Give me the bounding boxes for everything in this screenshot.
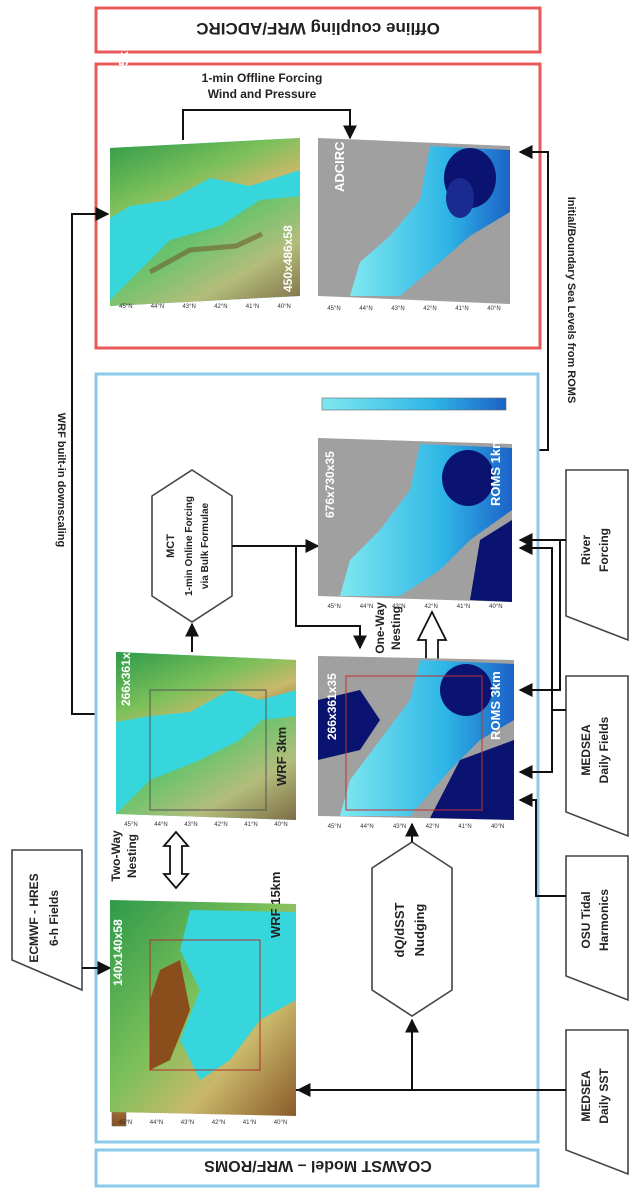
input-river: River Forcing — [565, 469, 629, 642]
map-wrf-15km-label: WRF 15km — [268, 872, 283, 938]
one-way-line2: Nesting — [389, 606, 403, 650]
lat-tick-wrf-15km: 43°N — [181, 1120, 194, 1126]
lat-tick-wrf-15km: 45°N — [119, 1120, 132, 1126]
river-to-roms3-arrow — [518, 540, 561, 697]
map-wrf-3km: WRF 3km 266x361x58 — [116, 639, 296, 820]
lat-tick-adcirc: 40°N — [487, 306, 500, 312]
coawst-title-box — [94, 1148, 540, 1188]
lat-tick-roms-3km: 42°N — [426, 824, 439, 830]
mct-line3: via Bulk Formulae — [200, 502, 211, 589]
lat-tick-wrf-1.5km: 42°N — [214, 304, 227, 310]
medsea-fields-line2: Daily Fields — [597, 716, 611, 783]
map-wrf-3km-label: WRF 3km — [274, 727, 289, 786]
lat-tick-wrf-3km: 44°N — [154, 822, 167, 828]
medsea-fields-arrow — [518, 709, 566, 779]
lat-tick-roms-3km: 43°N — [393, 824, 406, 830]
osu-line1: OSU Tidal — [579, 891, 593, 948]
offline-forcing-arrow — [182, 109, 357, 140]
offline-forcing-line2: Wind and Pressure — [208, 87, 317, 101]
offline-title: Offline coupling WRF/ADCIRC — [196, 19, 440, 38]
lat-tick-roms-1km: 45°N — [327, 604, 340, 610]
osu-line2: Harmonics — [597, 889, 611, 951]
ecmwf-line2: 6-h Fields — [47, 890, 61, 946]
map-adcirc-label: ADCIRC — [332, 141, 347, 192]
lat-tick-wrf-1.5km: 40°N — [277, 304, 290, 310]
lat-tick-adcirc: 45°N — [327, 306, 340, 312]
mct-line2: 1-min Online Forcing — [184, 496, 195, 596]
downscaling-label: WRF built-in downscaling — [55, 413, 67, 547]
offline-title-box — [94, 6, 542, 54]
boundary-label: Initial/Boundary Sea Levels from ROMS — [565, 197, 577, 404]
map-adcirc: ADCIRC — [318, 138, 510, 304]
map-wrf-3km-grid: 266x361x58 — [119, 639, 133, 706]
map-roms-1km-label: ROMS 1km — [488, 437, 503, 506]
ecmwf-line1: ECMWF - HRES — [27, 873, 41, 962]
lat-tick-roms-3km: 45°N — [328, 824, 341, 830]
map-roms-3km-label: ROMS 3km — [488, 671, 503, 740]
map-wrf-1.5km-label: WRF 1.5km — [116, 40, 131, 110]
lat-tick-adcirc: 44°N — [359, 306, 372, 312]
lat-tick-roms-3km: 41°N — [458, 824, 471, 830]
medsea-sst-line2: Daily SST — [597, 1068, 611, 1124]
map-wrf-1.5km-grid: 450x486x58 — [281, 225, 295, 292]
sea-colorbar — [321, 397, 507, 411]
mct-box: MCT 1-min Online Forcing via Bulk Formul… — [151, 469, 233, 623]
lat-tick-adcirc: 43°N — [391, 306, 404, 312]
river-line1: River — [579, 535, 593, 565]
lat-tick-roms-1km: 43°N — [392, 604, 405, 610]
map-wrf-1.5km: WRF 1.5km 450x486x58 — [110, 40, 300, 306]
two-way-arrow — [162, 830, 190, 890]
offline-forcing-line1: 1-min Offline Forcing — [202, 71, 323, 85]
lat-tick-adcirc: 41°N — [455, 306, 468, 312]
lat-tick-wrf-3km: 45°N — [124, 822, 137, 828]
map-roms-3km-grid: 266x361x35 — [325, 673, 339, 740]
lat-tick-wrf-15km: 41°N — [243, 1120, 256, 1126]
lat-tick-wrf-3km: 40°N — [274, 822, 287, 828]
map-roms-1km-grid: 676x730x35 — [323, 451, 337, 518]
input-medsea-sst: MEDSEA Daily SST — [565, 1029, 629, 1176]
one-way-line1: One-Way — [373, 602, 387, 654]
lat-tick-wrf-3km: 42°N — [214, 822, 227, 828]
two-way-line2: Nesting — [125, 834, 139, 878]
coawst-title: COAWST Model – WRF/ROMS — [204, 1157, 432, 1174]
lat-tick-wrf-1.5km: 44°N — [151, 304, 164, 310]
lat-tick-roms-1km: 40°N — [489, 604, 502, 610]
lat-tick-roms-1km: 44°N — [360, 604, 373, 610]
two-way-line1: Two-Way — [109, 830, 123, 882]
medsea-fields-to-roms1-arrow — [518, 541, 553, 710]
lat-tick-roms-1km: 41°N — [457, 604, 470, 610]
input-ecmwf: ECMWF - HRES 6-h Fields — [11, 849, 83, 992]
lat-tick-wrf-15km: 42°N — [212, 1120, 225, 1126]
input-osu-tidal: OSU Tidal Harmonics — [565, 855, 629, 1002]
lat-tick-wrf-15km: 40°N — [274, 1120, 287, 1126]
map-roms-3km: 266x361x35 ROMS 3km — [318, 656, 514, 820]
osu-arrow — [518, 793, 566, 897]
lat-tick-roms-3km: 44°N — [360, 824, 373, 830]
lat-tick-roms-3km: 40°N — [491, 824, 504, 830]
mct-to-roms-arrow — [232, 545, 367, 650]
mct-line1: MCT — [165, 534, 177, 558]
lat-tick-adcirc: 42°N — [423, 306, 436, 312]
lat-tick-wrf-3km: 41°N — [244, 822, 257, 828]
lat-tick-wrf-1.5km: 41°N — [246, 304, 259, 310]
lat-tick-wrf-1.5km: 45°N — [119, 304, 132, 310]
map-wrf-15km-grid: 140x140x58 — [111, 919, 125, 986]
lat-tick-roms-1km: 42°N — [424, 604, 437, 610]
river-line2: Forcing — [597, 528, 611, 572]
medsea-sst-line1: MEDSEA — [579, 1070, 593, 1122]
lat-tick-wrf-15km: 44°N — [150, 1120, 163, 1126]
medsea-fields-line1: MEDSEA — [579, 724, 593, 776]
lat-tick-wrf-1.5km: 43°N — [182, 304, 195, 310]
nudging-box: dQ/dSST Nudging — [371, 841, 453, 1017]
map-roms-1km: 676x730x35 ROMS 1km — [318, 437, 512, 602]
nudging-line2: Nudging — [412, 904, 427, 957]
input-medsea-fields: MEDSEA Daily Fields — [565, 675, 629, 838]
lat-tick-wrf-3km: 43°N — [184, 822, 197, 828]
map-wrf-15km: WRF 15km 140x140x58 — [110, 872, 296, 1116]
nudging-line1: dQ/dSST — [392, 902, 407, 957]
